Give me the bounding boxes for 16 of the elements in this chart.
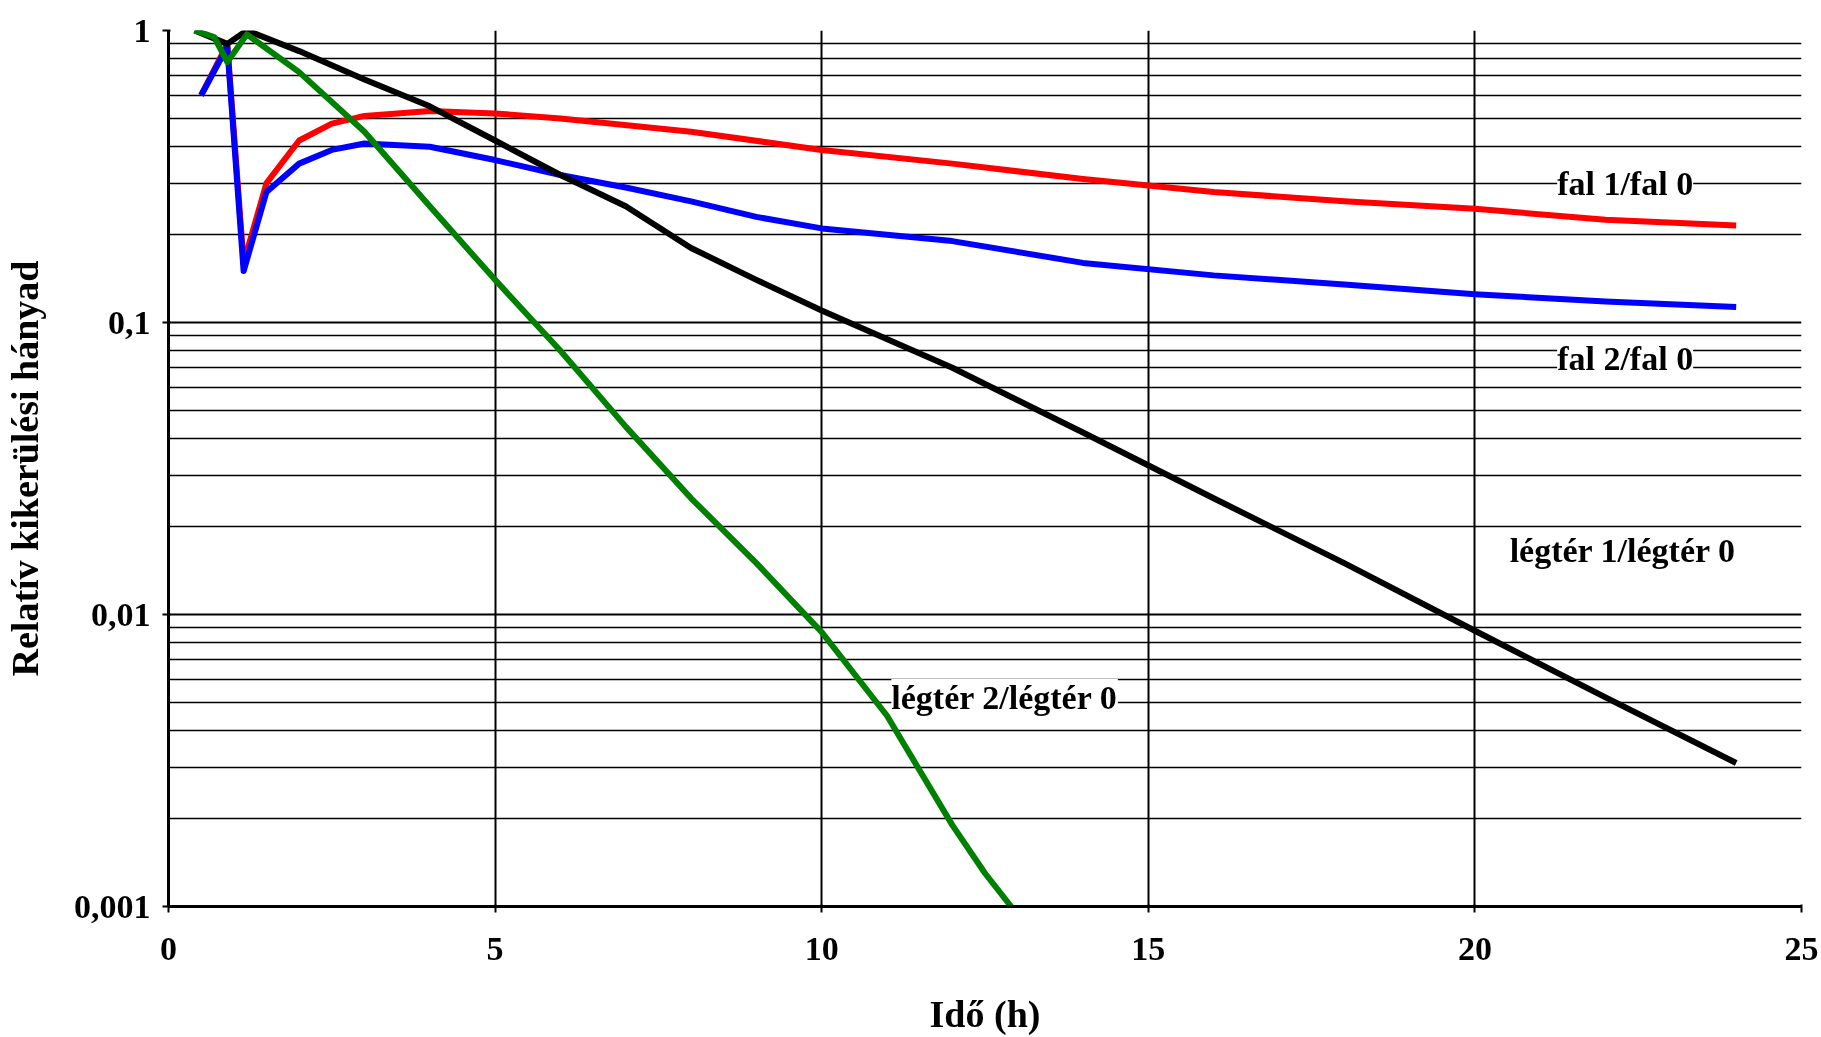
series-label: fal 1/fal 0	[1557, 164, 1694, 202]
series-label: légtér 2/légtér 0	[891, 678, 1117, 716]
x-axis-title: Idő (h)	[929, 992, 1041, 1036]
y-tick-label: 0,001	[74, 887, 151, 925]
y-tick-label: 0,1	[108, 303, 151, 341]
series-label: fal 2/fal 0	[1557, 340, 1694, 378]
x-tick-label: 5	[486, 929, 504, 967]
x-tick-label: 10	[804, 929, 839, 967]
x-tick-label: 20	[1457, 929, 1492, 967]
y-axis-title: Relatív kikerülési hányad	[4, 260, 46, 677]
text: légtér 1/légtér 0	[1509, 532, 1735, 570]
y-tick-label: 0,01	[91, 595, 151, 633]
x-tick-label: 0	[160, 929, 177, 967]
x-tick-label: 15	[1131, 929, 1166, 967]
y-tick-label: 1	[133, 11, 151, 49]
x-tick-label: 25	[1784, 929, 1819, 967]
